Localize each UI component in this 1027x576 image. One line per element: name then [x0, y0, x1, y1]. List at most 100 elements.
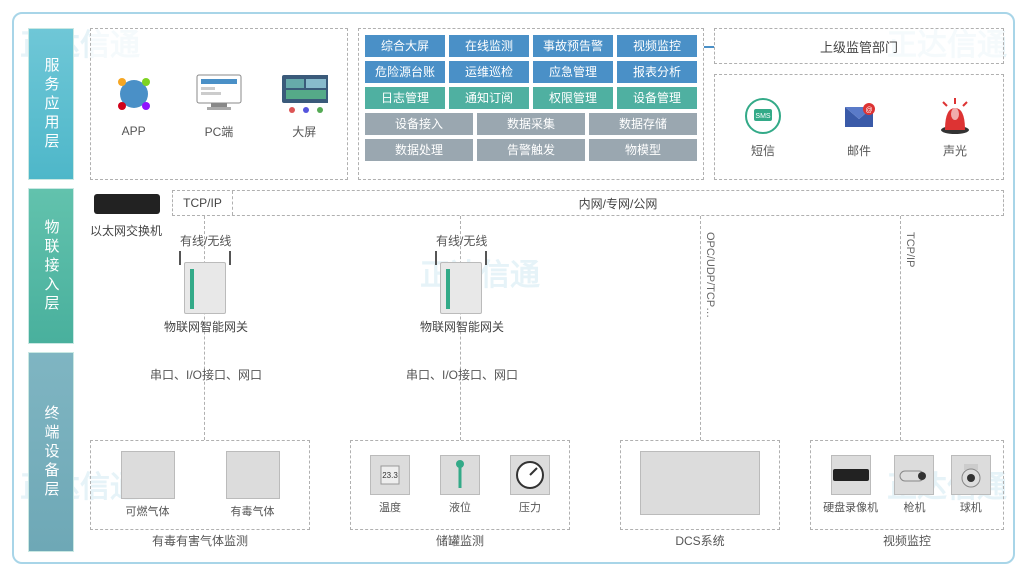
supervisor-box: 上级监管部门 [714, 28, 1004, 64]
term-label: 压力 [510, 499, 550, 515]
alert-sms: SMS 短信 [743, 96, 783, 159]
svg-text:23.3: 23.3 [382, 471, 398, 480]
client-pc: PC端 [195, 69, 243, 140]
sms-icon: SMS [743, 96, 783, 136]
conn-opc: OPC/UDP/TCP… [704, 232, 716, 318]
ethernet-switch-label: 以太网交换机 [90, 222, 162, 239]
term-label: 可燃气体 [121, 503, 175, 519]
pc-icon [195, 69, 243, 117]
net-intranet: 内网/专网/公网 [233, 191, 1003, 215]
alert-siren: 声光 [935, 96, 975, 159]
connector-line [704, 46, 714, 48]
app-chip: 在线监测 [449, 35, 529, 57]
term-title: 储罐监测 [351, 532, 569, 549]
app-chip: 通知订阅 [449, 87, 529, 109]
client-screen: 大屏 [280, 69, 328, 140]
layer-label: 终端设备层 [29, 353, 73, 551]
thumb-gas-1 [121, 451, 175, 499]
thumb-temp: 23.3 [370, 455, 410, 495]
gateway-1 [184, 262, 226, 314]
mail-icon: @ [839, 96, 879, 136]
term-item: 压力 [510, 455, 550, 515]
layer-label: 服务应用层 [29, 29, 73, 179]
alert-label: 邮件 [839, 142, 879, 159]
term-item: 有毒气体 [226, 451, 280, 519]
conn-wired-2: 有线/无线 [436, 232, 487, 249]
term-item: 枪机 [894, 455, 934, 515]
term-title: DCS系统 [621, 532, 779, 549]
term-label: 球机 [951, 499, 991, 515]
term-dcs: DCS系统 [620, 440, 780, 530]
vline [900, 216, 901, 440]
term-item: 23.3 温度 [370, 455, 410, 515]
ethernet-switch-icon [94, 194, 160, 214]
layer-strip-service: 服务应用层 [28, 28, 74, 180]
gateway-label-1: 物联网智能网关 [164, 318, 248, 335]
term-gas: 可燃气体 有毒气体 有毒有害气体监测 [90, 440, 310, 530]
conn-serial-2: 串口、I/O接口、网口 [406, 366, 518, 383]
client-label: APP [110, 124, 158, 138]
app-chip: 数据处理 [365, 139, 473, 161]
app-chip: 日志管理 [365, 87, 445, 109]
term-label: 有毒气体 [226, 503, 280, 519]
app-chip: 报表分析 [617, 61, 697, 83]
term-title: 有毒有害气体监测 [91, 532, 309, 549]
vline [700, 216, 701, 440]
term-tank: 23.3温度 液位 压力 储罐监测 [350, 440, 570, 530]
supervisor-label: 上级监管部门 [820, 37, 898, 56]
app-chip: 视频监控 [617, 35, 697, 57]
thumb-dome-cam [951, 455, 991, 495]
thumb-bullet-cam [894, 455, 934, 495]
app-chip: 运维巡检 [449, 61, 529, 83]
conn-tcpip: TCP/IP [904, 232, 916, 267]
app-chip: 数据采集 [477, 113, 585, 135]
alert-label: 短信 [743, 142, 783, 159]
term-item: 硬盘录像机 [823, 455, 878, 515]
net-tcpip: TCP/IP [173, 191, 233, 215]
clients-box: APP PC端 大屏 [90, 28, 348, 180]
thumb-pressure [510, 455, 550, 495]
app-chip: 事故预告警 [533, 35, 613, 57]
term-item: 液位 [440, 455, 480, 515]
term-label: 液位 [440, 499, 480, 515]
thumb-gas-2 [226, 451, 280, 499]
app-grid: 综合大屏 在线监测 事故预告警 视频监控 危险源台账 运维巡检 应急管理 报表分… [358, 28, 704, 180]
network-box: TCP/IP 内网/专网/公网 [172, 190, 1004, 216]
svg-text:@: @ [865, 107, 872, 114]
alert-box: SMS 短信 @ 邮件 声光 [714, 74, 1004, 180]
term-label: 枪机 [894, 499, 934, 515]
conn-wired-1: 有线/无线 [180, 232, 231, 249]
app-chip: 权限管理 [533, 87, 613, 109]
gateway-label-2: 物联网智能网关 [420, 318, 504, 335]
alert-label: 声光 [935, 142, 975, 159]
client-label: 大屏 [280, 123, 328, 140]
term-item [625, 451, 775, 519]
app-chip: 设备管理 [617, 87, 697, 109]
app-chip: 设备接入 [365, 113, 473, 135]
conn-serial-1: 串口、I/O接口、网口 [150, 366, 262, 383]
screen-icon [280, 69, 328, 117]
app-chip: 应急管理 [533, 61, 613, 83]
app-icon [110, 70, 158, 118]
term-item: 可燃气体 [121, 451, 175, 519]
gateway-2 [440, 262, 482, 314]
client-label: PC端 [195, 123, 243, 140]
term-video: 硬盘录像机 枪机 球机 视频监控 [810, 440, 1004, 530]
client-app: APP [110, 70, 158, 138]
term-title: 视频监控 [811, 532, 1003, 549]
app-chip: 告警触发 [477, 139, 585, 161]
layer-strip-iot: 物联接入层 [28, 188, 74, 344]
alert-mail: @ 邮件 [839, 96, 879, 159]
term-item: 球机 [951, 455, 991, 515]
app-chip: 危险源台账 [365, 61, 445, 83]
app-chip: 数据存储 [589, 113, 697, 135]
app-chip: 综合大屏 [365, 35, 445, 57]
layer-label: 物联接入层 [29, 189, 73, 343]
thumb-nvr [831, 455, 871, 495]
svg-text:SMS: SMS [755, 113, 771, 120]
term-label: 硬盘录像机 [823, 499, 878, 515]
layer-strip-terminal: 终端设备层 [28, 352, 74, 552]
thumb-level [440, 455, 480, 495]
term-label: 温度 [370, 499, 410, 515]
siren-icon [935, 96, 975, 136]
